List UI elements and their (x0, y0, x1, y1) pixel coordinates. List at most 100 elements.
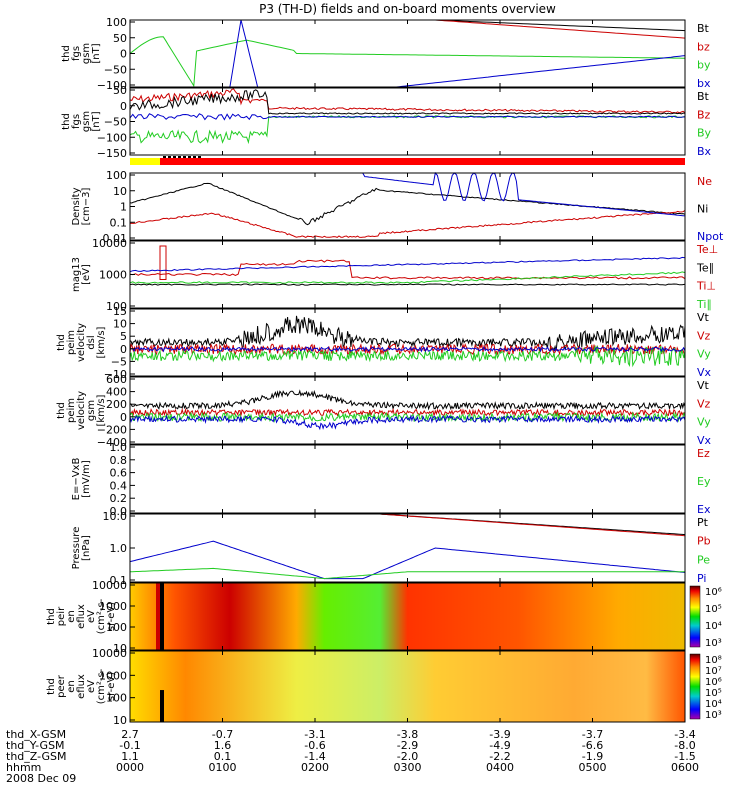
legend-Ti∥: Ti∥ (696, 298, 712, 311)
y-axis-label: Density (71, 187, 82, 225)
y-tick-label: 100 (106, 692, 127, 705)
y-axis-label: gsm (86, 400, 97, 421)
y-tick-label: 0 (120, 100, 127, 113)
vel1-vx-line (129, 346, 686, 353)
temp-te-par-line (129, 256, 686, 273)
ion-colorbar (689, 585, 701, 648)
colorbar-tick: 10⁵ (705, 688, 722, 699)
y-axis-label: eflux (76, 674, 87, 699)
fgl-bz-line (129, 88, 686, 114)
legend-Pi: Pi (697, 572, 706, 585)
mode-bar-tick (193, 156, 196, 158)
y-axis-label: sr-eV) (106, 672, 117, 701)
y-axis-label: Pressure (71, 527, 82, 570)
panel-frame-fgs (129, 19, 686, 88)
y-axis-label: thd (56, 402, 67, 419)
mode-bar-tick (168, 156, 171, 158)
ephem-label-thd_Z-GSM: thd_Z-GSM (6, 750, 66, 763)
mode-bar-tick (188, 156, 191, 158)
y-tick-label: 100 (106, 169, 127, 182)
y-tick-label: −5 (111, 355, 127, 368)
elec-spec-gap (160, 690, 164, 722)
ephem-value: 1.1 (121, 750, 139, 763)
y-tick-label: 50 (113, 32, 127, 45)
y-axis-label: dsl (86, 335, 97, 349)
y-tick-label: 1.0 (110, 542, 128, 555)
y-tick-label: 0.6 (110, 467, 128, 480)
y-tick-label: −100 (97, 79, 127, 92)
y-tick-label: −50 (104, 63, 127, 76)
legend-Te⊥: Te⊥ (696, 243, 718, 256)
mode-bar-red (130, 158, 685, 165)
ephem-value: -1.5 (674, 750, 695, 763)
y-tick-label: 15 (113, 305, 127, 318)
y-axis-label: thd (56, 334, 67, 351)
temp-spike (159, 245, 167, 280)
y-axis-label: velocity (76, 391, 87, 430)
ion-spec-gap (160, 583, 164, 650)
mode-bar-tick (163, 156, 166, 158)
fgs-by-line (129, 36, 685, 88)
ephem-value: 0400 (486, 761, 514, 774)
panel-frame-efield (129, 444, 686, 514)
y-tick-label: 0.8 (110, 454, 128, 467)
y-axis-label: (cm²-s- (96, 668, 107, 704)
ion-spectrogram (130, 583, 685, 650)
y-axis-label: sr-eV) (106, 602, 117, 631)
mode-bar-tick (178, 156, 181, 158)
legend-Pt: Pt (697, 516, 709, 529)
ephem-value: -3.4 (674, 728, 695, 741)
fgs-bx-line (130, 19, 686, 88)
y-tick-label: 0.2 (110, 492, 128, 505)
y-axis-label: [nPa] (81, 535, 92, 561)
legend-Pe: Pe (697, 553, 710, 566)
y-axis-label: fgs (71, 46, 82, 61)
mode-bar-tick (198, 156, 201, 158)
y-axis-label: eflux (76, 604, 87, 629)
y-tick-label: −50 (104, 116, 127, 129)
ephem-value: 0000 (116, 761, 144, 774)
legend-Vx: Vx (697, 434, 712, 447)
legend-Ni: Ni (697, 203, 708, 216)
y-tick-label: 100 (106, 300, 127, 313)
chart-title: P3 (TH-D) fields and on-board moments ov… (259, 2, 556, 16)
y-axis-label: eV (86, 680, 97, 693)
colorbar-tick: 10⁴ (705, 699, 722, 710)
y-axis-label: eV (86, 610, 97, 623)
y-tick-label: 100 (106, 621, 127, 634)
mode-bar-tick (173, 156, 176, 158)
y-axis-label: [nT] (91, 111, 102, 131)
y-tick-label: 10000 (92, 647, 127, 660)
y-tick-label: −200 (97, 423, 127, 436)
y-axis-label: en (66, 610, 77, 623)
ephem-value: 0.1 (214, 750, 232, 763)
y-axis-label: mag13 (71, 257, 82, 292)
vel2-vt-line (129, 389, 686, 411)
y-tick-label: 1000 (99, 269, 127, 282)
colorbar-tick: 10⁶ (705, 677, 722, 688)
temp-ti-perp-line (129, 283, 686, 286)
legend-Bz: Bz (697, 108, 711, 121)
ephem-value: -3.8 (397, 728, 418, 741)
ephem-value: 0100 (209, 761, 237, 774)
temp-te-perp-line (129, 259, 686, 280)
date-label: 2008 Dec 09 (6, 772, 76, 785)
ephem-value: -0.6 (304, 739, 325, 752)
y-tick-label: 10 (113, 714, 127, 727)
y-axis-label: peer (56, 674, 67, 698)
colorbar-tick: 10⁶ (705, 587, 722, 598)
y-tick-label: 1.0 (110, 441, 128, 454)
y-tick-label: 600 (106, 373, 127, 386)
ephem-value: -1.4 (304, 750, 325, 763)
mode-bar-tick (183, 156, 186, 158)
y-axis-label: [cm−3] (81, 188, 92, 226)
y-tick-label: 1000 (99, 600, 127, 613)
ephem-value: 1.6 (214, 739, 232, 752)
y-axis-label: (cm²-s- (96, 598, 107, 634)
ephem-value: -2.9 (397, 739, 418, 752)
legend-Ey: Ey (697, 475, 711, 488)
y-axis-label: E=−VxB (71, 458, 82, 501)
panel-frame-density (129, 172, 686, 241)
y-axis-label: gsm (81, 111, 92, 132)
legend-by: by (697, 59, 711, 72)
